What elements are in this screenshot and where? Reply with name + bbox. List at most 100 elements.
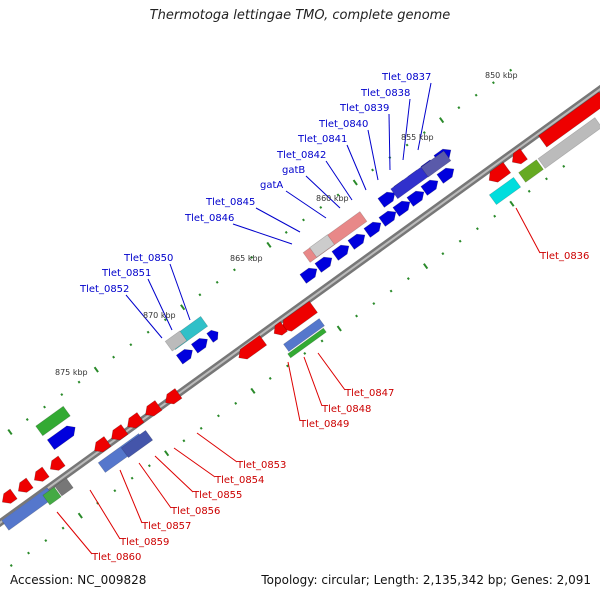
tick-mark <box>336 325 342 332</box>
gene-label[interactable]: Tlet_0854 <box>214 475 264 486</box>
tick-mark <box>320 339 324 343</box>
forward-cds-arrow <box>206 329 219 343</box>
leader-line <box>515 207 541 254</box>
gene-label[interactable]: Tlet_0859 <box>119 537 169 548</box>
misc-feature-bar <box>164 330 188 352</box>
rna-feature-bar <box>488 176 522 206</box>
gene-label[interactable]: Tlet_0850 <box>123 253 173 264</box>
forward-cds-arrow <box>363 221 382 238</box>
tick-mark <box>129 343 133 347</box>
reverse-cds-arrow <box>94 436 112 453</box>
tick-mark <box>268 376 272 380</box>
kbp-label-875: 875 kbp <box>55 368 88 377</box>
forward-cds-arrow <box>406 190 425 207</box>
bottom-gene-labels: Tlet_0836 Tlet_0847 Tlet_0848 Tlet_0849 … <box>91 251 589 563</box>
leader-line <box>388 113 391 171</box>
forward-cds-arrow <box>190 338 208 354</box>
leader-line <box>287 361 301 422</box>
leader-line <box>346 144 367 191</box>
gene-label[interactable]: Tlet_0842 <box>276 150 326 161</box>
reverse-cds-arrow <box>17 477 34 493</box>
leader-line <box>169 263 191 321</box>
gene-label[interactable]: Tlet_0851 <box>101 268 151 279</box>
tick-mark <box>180 304 186 311</box>
tick-mark <box>60 393 64 397</box>
leader-line <box>119 469 143 524</box>
leader-line <box>325 160 353 201</box>
gene-label[interactable]: Tlet_0849 <box>299 419 349 430</box>
forward-cds-arrow <box>377 191 396 208</box>
rrna-bar <box>42 486 62 506</box>
gene-label[interactable]: Tlet_0853 <box>236 460 286 471</box>
kbp-label-850: 850 kbp <box>485 71 518 80</box>
forward-cds-arrow <box>392 200 411 217</box>
tick-mark <box>352 179 358 186</box>
rrna-bar <box>518 159 544 183</box>
tick-mark <box>215 280 219 284</box>
gene-label[interactable]: Tlet_0841 <box>297 134 347 145</box>
tick-mark <box>474 93 478 97</box>
tick-mark <box>93 366 99 373</box>
gene-label[interactable]: gatA <box>260 180 283 191</box>
leader-line <box>305 175 341 209</box>
tick-mark <box>423 263 429 270</box>
forward-cds-arrow <box>436 167 455 184</box>
rrna-bar <box>287 327 327 359</box>
reverse-cds-arrow <box>488 161 512 183</box>
tick-mark <box>457 106 461 110</box>
forward-cds-arrow <box>420 179 439 196</box>
kbp-label-865: 865 kbp <box>230 254 263 263</box>
leader-line <box>317 352 346 391</box>
tick-mark <box>164 450 170 457</box>
tick-mark <box>112 355 116 359</box>
leader-line <box>147 278 173 331</box>
tick-mark <box>61 526 65 530</box>
tick-mark <box>286 364 289 368</box>
leader-line <box>417 82 432 151</box>
gene-label[interactable]: Tlet_0847 <box>344 388 394 399</box>
gene-label[interactable]: Tlet_0836 <box>539 251 589 262</box>
forward-cds-arrow <box>331 244 350 261</box>
tick-mark <box>216 414 220 418</box>
tick-mark <box>562 164 566 168</box>
gene-label[interactable]: Tlet_0856 <box>170 506 220 517</box>
tick-mark <box>77 380 81 384</box>
tick-mark <box>406 277 410 281</box>
tick-mark <box>27 551 30 555</box>
forward-cds-arrow <box>314 256 333 273</box>
genome-backbone <box>0 84 600 528</box>
gene-label[interactable]: Tlet_0860 <box>91 552 141 563</box>
gene-label[interactable]: Tlet_0837 <box>381 72 431 83</box>
genome-summary-text: Topology: circular; Length: 2,135,342 bp… <box>261 573 591 587</box>
feature-tracks <box>1 92 600 531</box>
tick-mark <box>302 218 305 222</box>
gene-label[interactable]: Tlet_0845 <box>205 197 255 208</box>
tick-mark <box>372 302 376 306</box>
tick-mark <box>336 193 340 197</box>
gene-label[interactable]: gatB <box>282 165 305 176</box>
tick-mark <box>493 214 497 218</box>
tick-rings <box>7 68 566 568</box>
gene-label[interactable]: Tlet_0852 <box>79 284 129 295</box>
forward-cds-arrow <box>299 267 318 284</box>
leader-line <box>285 190 327 219</box>
forward-cds-arrow <box>46 425 76 451</box>
leader-line <box>255 207 301 233</box>
gene-label[interactable]: Tlet_0840 <box>318 119 368 130</box>
gene-label[interactable]: Tlet_0857 <box>141 521 191 532</box>
leader-line <box>154 455 194 493</box>
reverse-cds-arrow <box>33 466 50 482</box>
gene-label[interactable]: Tlet_0838 <box>360 88 410 99</box>
gene-label[interactable]: Tlet_0846 <box>184 213 234 224</box>
gene-label[interactable]: Tlet_0839 <box>339 103 389 114</box>
gene-label[interactable]: Tlet_0848 <box>321 404 371 415</box>
gene-label[interactable]: Tlet_0855 <box>192 490 242 501</box>
top-gene-labels: Tlet_0837 Tlet_0838 Tlet_0839 Tlet_0840 … <box>79 72 431 295</box>
leader-line <box>89 489 121 540</box>
reverse-cds-arrow <box>165 388 183 405</box>
leader-line <box>196 432 238 463</box>
tick-mark <box>147 464 151 468</box>
reverse-cds-arrow <box>282 300 318 332</box>
tick-mark <box>441 252 445 256</box>
